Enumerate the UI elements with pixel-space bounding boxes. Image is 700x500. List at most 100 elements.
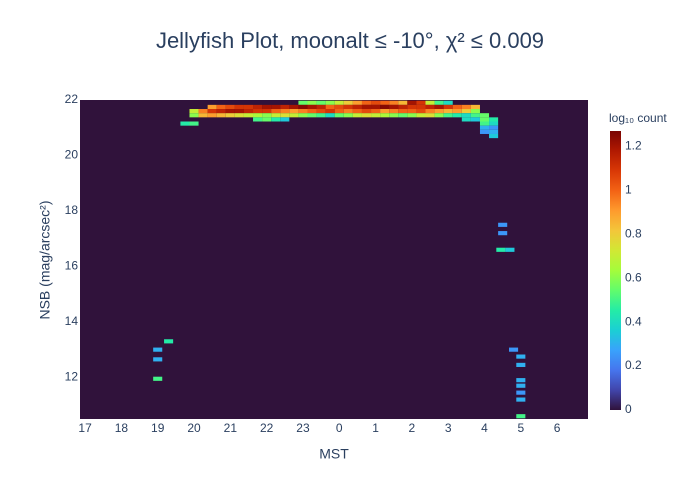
heatmap-cell xyxy=(389,100,399,105)
heatmap-cell xyxy=(298,104,308,110)
heatmap-cell xyxy=(216,113,226,118)
heatmap-cell xyxy=(153,357,163,362)
colorbar-tick-label: 0.8 xyxy=(625,226,642,240)
heatmap-cell xyxy=(489,117,499,122)
colorbar-tick-label: 1 xyxy=(625,182,632,196)
heatmap-cell xyxy=(434,104,444,110)
heatmap-cell xyxy=(325,104,335,110)
heatmap-cell xyxy=(479,129,490,134)
heatmap-cell xyxy=(153,376,163,381)
heatmap-cell xyxy=(361,104,372,110)
heatmap-cell xyxy=(225,113,235,118)
heatmap-cell xyxy=(343,100,353,105)
heatmap-cell xyxy=(352,104,362,110)
heatmap-cell xyxy=(280,113,290,118)
heatmap-cell xyxy=(325,100,335,105)
heatmap-cell xyxy=(343,109,353,114)
heatmap-cell xyxy=(407,100,417,105)
y-axis-title: NSB (mag/arcsec²) xyxy=(37,200,53,319)
heatmap-cell xyxy=(416,100,426,105)
x-tick-label: 21 xyxy=(224,421,238,435)
heatmap-cell xyxy=(398,109,408,114)
heatmap-cell xyxy=(371,104,381,110)
heatmap-cell xyxy=(316,109,326,114)
heatmap-cell xyxy=(479,121,490,126)
heatmap-cell xyxy=(343,113,353,118)
heatmap-cell xyxy=(389,113,399,118)
x-tick-label: 0 xyxy=(336,421,343,435)
heatmap-cell xyxy=(489,133,499,139)
heatmap-cell xyxy=(479,125,490,130)
heatmap-cell xyxy=(262,109,272,114)
heatmap-cell xyxy=(234,113,244,118)
x-tick-label: 5 xyxy=(517,421,524,435)
heatmap-cell xyxy=(361,100,372,105)
heatmap-cell xyxy=(298,109,308,114)
heatmap-cell xyxy=(298,100,308,105)
heatmap-cell xyxy=(307,104,317,110)
heatmap-cell xyxy=(425,104,435,110)
heatmap-cell xyxy=(416,113,426,118)
x-tick-label: 22 xyxy=(260,421,274,435)
heatmap-cell xyxy=(216,109,226,114)
heatmap-cell xyxy=(380,109,390,114)
heatmap-cell xyxy=(416,104,426,110)
heatmap-cell xyxy=(189,113,199,118)
heatmap-cell xyxy=(461,109,471,114)
heatmap-cell xyxy=(316,100,326,105)
heatmap-cell xyxy=(505,247,515,252)
x-axis-title: MST xyxy=(319,446,349,462)
heatmap-cell xyxy=(398,100,408,105)
heatmap-cell xyxy=(398,104,408,110)
heatmap-cell xyxy=(307,113,317,118)
heatmap-cell xyxy=(380,104,390,110)
heatmap-cell xyxy=(253,104,263,110)
heatmap-cell xyxy=(334,104,344,110)
heatmap-cell xyxy=(425,113,435,118)
heatmap-cell xyxy=(243,109,254,114)
heatmap-cell xyxy=(253,117,263,122)
y-tick-label: 12 xyxy=(65,370,79,384)
heatmap-cell xyxy=(470,104,480,110)
heatmap-cell xyxy=(316,104,326,110)
heatmap-cell xyxy=(380,113,390,118)
heatmap-cell xyxy=(425,109,435,114)
x-tick-label: 18 xyxy=(115,421,129,435)
heatmap-cell xyxy=(307,100,317,105)
chart-title: Jellyfish Plot, moonalt ≤ -10°, χ² ≤ 0.0… xyxy=(156,28,544,53)
heatmap-cell xyxy=(380,100,390,105)
heatmap-cell xyxy=(443,109,453,114)
heatmap-cell xyxy=(470,117,480,122)
heatmap-cell xyxy=(452,109,462,114)
heatmap-cell xyxy=(352,109,362,114)
heatmap-cell xyxy=(470,109,480,114)
heatmap-cell xyxy=(216,104,226,110)
heatmap-cell xyxy=(243,104,254,110)
y-tick-label: 16 xyxy=(65,259,79,273)
x-tick-label: 4 xyxy=(481,421,488,435)
colorbar-tick-label: 0.4 xyxy=(625,314,642,328)
heatmap-cell xyxy=(316,113,326,118)
heatmap-cell xyxy=(498,231,508,236)
heatmap-cell xyxy=(343,104,353,110)
heatmap-cell xyxy=(207,113,217,118)
heatmap-cell xyxy=(207,109,217,114)
heatmap-cell xyxy=(509,347,519,352)
heatmap-cell xyxy=(498,222,508,227)
heatmap-cell xyxy=(389,104,399,110)
heatmap-cell xyxy=(371,113,381,118)
heatmap-cell xyxy=(189,109,199,114)
heatmap-cell xyxy=(271,109,281,114)
y-tick-label: 18 xyxy=(65,203,79,217)
heatmap-cell xyxy=(180,121,190,126)
heatmap-cell xyxy=(443,104,453,110)
heatmap-cell xyxy=(207,104,217,110)
heatmap-cell xyxy=(271,113,281,118)
colorbar-tick-label: 0 xyxy=(625,402,632,416)
heatmap-cell xyxy=(371,100,381,105)
heatmap-cell xyxy=(489,129,499,134)
heatmap-cell xyxy=(516,390,526,395)
heatmap-cell xyxy=(352,100,362,105)
heatmap-cell xyxy=(307,109,317,114)
